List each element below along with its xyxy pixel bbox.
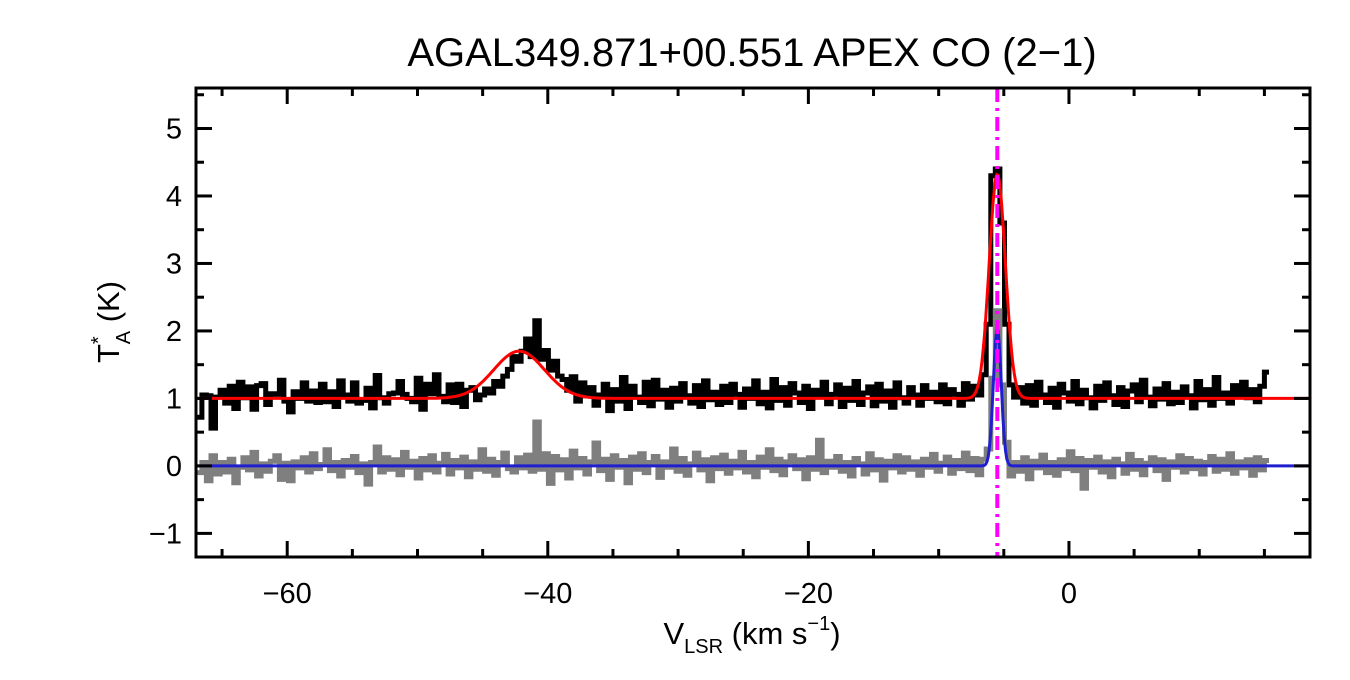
y-tick-label: 3 (166, 248, 182, 280)
series-residual-fit (196, 324, 1310, 468)
plot-area: −60 −40 −20 0 −1 0 1 2 3 4 5 (149, 86, 1312, 610)
y-tick-label: 2 (166, 316, 182, 348)
y-axis-label-sub: A (113, 330, 135, 344)
series-residual (197, 308, 1269, 491)
plot-frame (194, 86, 1312, 559)
x-axis-label: VLSR (km s−1) (663, 613, 840, 658)
y-tick-label: 5 (166, 113, 182, 145)
x-axis-label-sub: LSR (684, 636, 723, 658)
axis-ticks (196, 88, 1310, 557)
x-axis-label-main: V (663, 616, 684, 651)
data-layer (196, 88, 1310, 557)
x-axis-label-unit: (km s (723, 616, 807, 651)
y-axis-label: T* A (K) (88, 281, 135, 363)
series-fit (196, 172, 1310, 400)
y-tick-label: −1 (149, 518, 182, 550)
x-tick-label: 0 (1061, 578, 1077, 610)
y-tick-label: 1 (166, 383, 182, 415)
x-axis-label-close: ) (830, 616, 840, 651)
y-axis-label-main: T (91, 344, 126, 363)
y-axis-label-unit: (K) (91, 281, 126, 331)
y-axis-label-sup: * (88, 336, 110, 344)
chart-title: AGAL349.871+00.551 APEX CO (2−1) (407, 31, 1096, 75)
series-spectrum (197, 166, 1269, 431)
x-tick-label: −20 (784, 578, 833, 610)
y-tick-label: 4 (166, 181, 182, 213)
x-axis-label-sup: −1 (807, 613, 830, 635)
svg-text:T*A (K): T* A (K) (88, 281, 135, 363)
x-tick-label: −40 (523, 578, 572, 610)
svg-text:VLSR (km s−1): VLSR (km s−1) (663, 613, 840, 658)
x-tick-label: −60 (263, 578, 312, 610)
y-tick-label: 0 (166, 451, 182, 483)
